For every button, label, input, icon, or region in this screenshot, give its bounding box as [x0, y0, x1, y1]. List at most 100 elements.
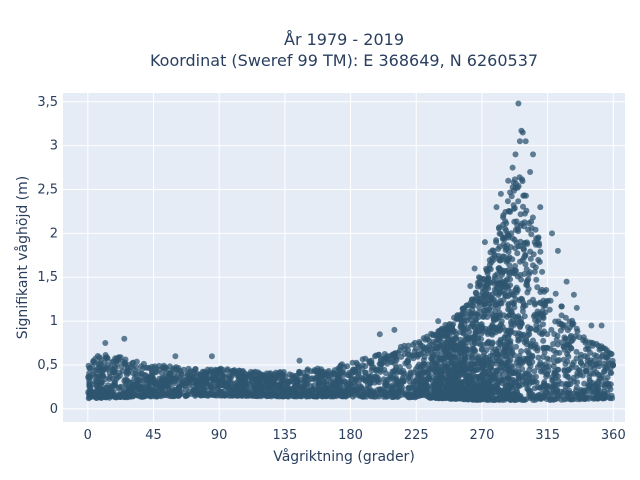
data-point: [413, 345, 419, 352]
data-point: [85, 362, 92, 369]
data-point: [532, 226, 539, 233]
data-point: [406, 378, 413, 385]
x-tick-label: 270: [470, 428, 495, 443]
data-point: [402, 360, 409, 367]
data-point: [318, 387, 325, 394]
data-point: [366, 358, 373, 365]
data-point: [504, 381, 511, 388]
data-point: [96, 360, 103, 367]
data-point: [594, 390, 601, 397]
data-point: [504, 276, 511, 283]
data-point: [316, 367, 323, 374]
data-point: [531, 268, 538, 275]
data-point: [598, 322, 605, 329]
data-point: [495, 345, 502, 352]
data-point: [204, 366, 211, 373]
data-point: [151, 363, 158, 370]
data-point: [462, 370, 469, 377]
data-point: [420, 369, 427, 376]
data-point: [478, 330, 485, 337]
data-point: [573, 348, 580, 355]
data-point: [305, 392, 312, 399]
data-point: [562, 361, 569, 368]
data-point: [492, 308, 499, 315]
data-point: [542, 302, 549, 309]
data-point: [250, 384, 257, 391]
data-point: [495, 292, 502, 298]
data-point: [489, 255, 496, 262]
data-point: [438, 326, 445, 333]
data-point: [485, 275, 491, 282]
data-point: [532, 373, 539, 380]
data-point: [513, 218, 520, 225]
data-point: [500, 241, 507, 248]
data-point: [596, 375, 603, 382]
data-point: [533, 276, 540, 283]
data-point: [353, 376, 360, 383]
data-point: [537, 368, 544, 375]
data-point: [450, 374, 457, 381]
data-point: [476, 274, 482, 281]
data-point: [580, 334, 587, 341]
data-point: [554, 366, 561, 373]
data-point: [341, 383, 348, 390]
data-point: [396, 368, 403, 375]
data-point: [473, 316, 480, 323]
data-point: [460, 345, 467, 352]
data-point: [597, 345, 604, 352]
data-point: [405, 385, 412, 392]
data-point: [542, 309, 549, 316]
data-point: [135, 386, 142, 393]
data-point: [172, 353, 179, 360]
data-point: [566, 324, 573, 331]
data-point: [583, 368, 589, 375]
data-point: [299, 386, 306, 392]
data-point: [528, 231, 535, 238]
data-point: [493, 204, 500, 211]
data-point: [570, 291, 577, 298]
data-point: [513, 319, 520, 326]
data-point: [320, 368, 327, 375]
data-point: [568, 345, 575, 352]
data-point: [346, 369, 353, 376]
data-point: [554, 388, 560, 394]
data-point: [525, 276, 532, 283]
data-point: [266, 386, 273, 393]
data-point: [503, 227, 510, 234]
data-point: [260, 378, 266, 385]
x-tick-label: 45: [145, 428, 162, 443]
data-point: [506, 254, 513, 261]
data-point: [417, 351, 424, 358]
data-point: [426, 376, 433, 383]
data-point: [521, 210, 528, 217]
data-point: [539, 268, 546, 275]
data-point: [438, 342, 444, 349]
data-point: [138, 370, 145, 377]
data-point: [524, 332, 531, 339]
data-point: [544, 344, 551, 351]
data-point: [263, 392, 270, 399]
data-point: [110, 367, 117, 374]
data-point: [118, 383, 125, 390]
data-point: [410, 355, 417, 362]
data-point: [466, 328, 473, 335]
data-point: [524, 385, 531, 392]
data-point: [604, 354, 611, 361]
y-tick-label: 0: [50, 402, 58, 417]
data-point: [573, 355, 580, 362]
data-point: [248, 389, 255, 396]
data-point: [384, 353, 391, 360]
data-point: [187, 372, 194, 379]
data-point: [495, 245, 502, 252]
data-point: [486, 265, 493, 272]
data-point: [471, 378, 478, 385]
data-point: [534, 392, 541, 399]
data-point: [511, 176, 518, 183]
data-point: [371, 379, 378, 386]
data-point: [527, 248, 534, 255]
data-point: [514, 184, 521, 191]
data-point: [395, 383, 402, 390]
data-point: [504, 393, 511, 400]
data-point: [439, 355, 446, 362]
y-tick-label: 2,5: [37, 183, 58, 198]
